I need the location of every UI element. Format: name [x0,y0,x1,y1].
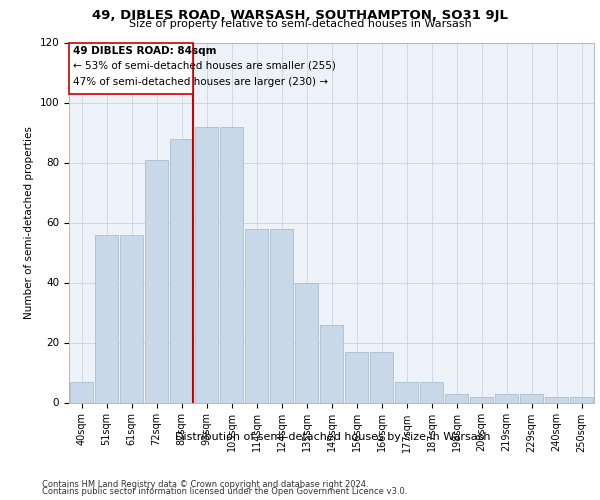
Bar [470,396,493,402]
Bar [345,352,368,403]
Bar [520,394,543,402]
Bar [545,396,568,402]
Text: Contains public sector information licensed under the Open Government Licence v3: Contains public sector information licen… [42,488,407,496]
Bar [570,396,593,402]
FancyBboxPatch shape [69,42,193,94]
Text: 47% of semi-detached houses are larger (230) →: 47% of semi-detached houses are larger (… [73,77,328,87]
Bar [95,234,118,402]
Bar [195,126,218,402]
Bar [320,324,343,402]
Bar [170,138,193,402]
Bar [245,228,268,402]
Bar [395,382,418,402]
Text: Distribution of semi-detached houses by size in Warsash: Distribution of semi-detached houses by … [175,432,491,442]
Bar [120,234,143,402]
Text: 49, DIBLES ROAD, WARSASH, SOUTHAMPTON, SO31 9JL: 49, DIBLES ROAD, WARSASH, SOUTHAMPTON, S… [92,9,508,22]
Bar [495,394,518,402]
Text: 49 DIBLES ROAD: 84sqm: 49 DIBLES ROAD: 84sqm [73,46,216,56]
Bar [445,394,468,402]
Text: Size of property relative to semi-detached houses in Warsash: Size of property relative to semi-detach… [128,19,472,29]
Bar [295,282,318,403]
Bar [70,382,93,402]
Y-axis label: Number of semi-detached properties: Number of semi-detached properties [24,126,34,319]
Bar [220,126,243,402]
Text: Contains HM Land Registry data © Crown copyright and database right 2024.: Contains HM Land Registry data © Crown c… [42,480,368,489]
Bar [145,160,168,402]
Bar [420,382,443,402]
Text: ← 53% of semi-detached houses are smaller (255): ← 53% of semi-detached houses are smalle… [73,60,335,70]
Bar [370,352,393,403]
Bar [270,228,293,402]
